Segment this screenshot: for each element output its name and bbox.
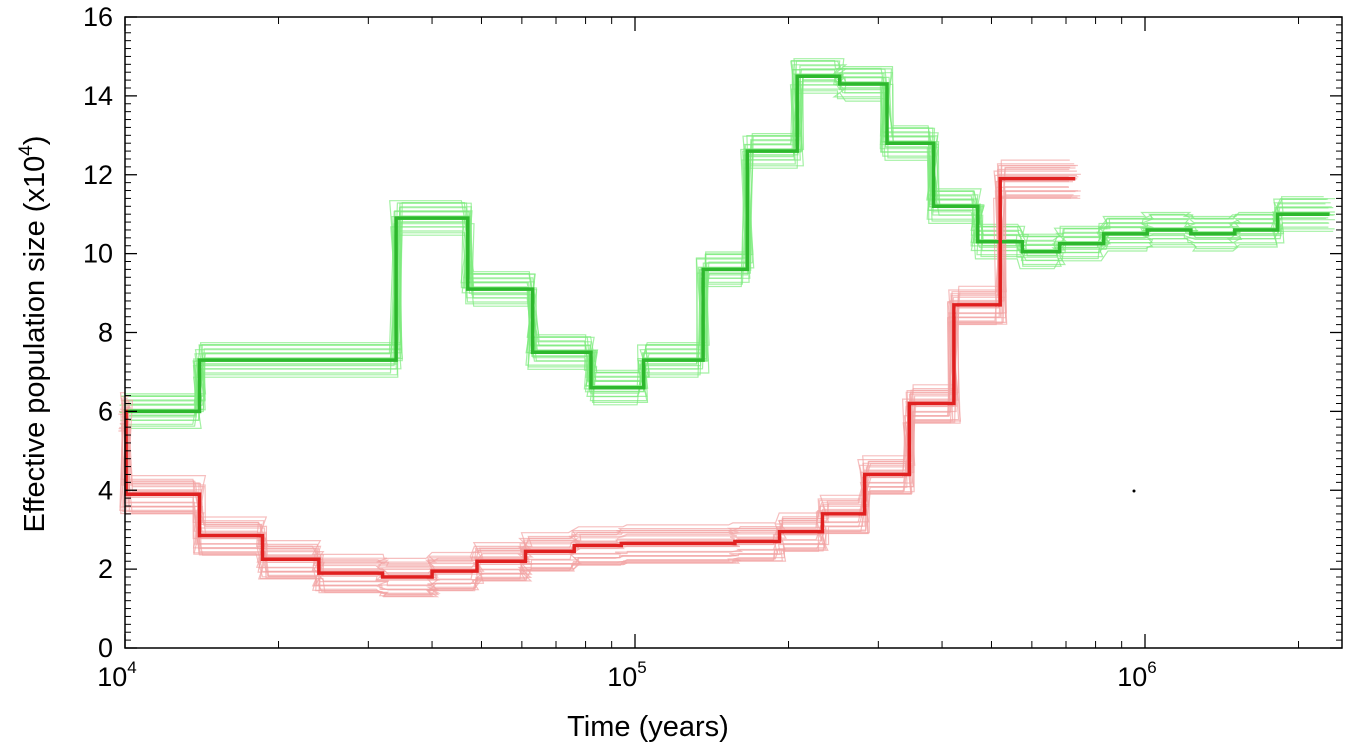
stray-dot xyxy=(1132,489,1136,493)
confidence-bands xyxy=(118,58,1336,598)
bootstrap-band-1 xyxy=(118,159,1081,598)
bootstrap-band-0 xyxy=(119,58,1336,429)
bootstrap-line xyxy=(120,88,1329,425)
bootstrap-line xyxy=(126,64,1331,401)
y-tick-label: 8 xyxy=(98,318,113,348)
bootstrap-line xyxy=(126,59,1336,397)
bootstrap-line xyxy=(121,90,1335,427)
y-tick-label: 2 xyxy=(98,554,113,584)
x-tick-label: 104 xyxy=(97,658,137,692)
y-tick-label: 16 xyxy=(83,2,113,32)
bootstrap-line xyxy=(128,68,1334,406)
series-line-0 xyxy=(125,74,1330,414)
series-line-1 xyxy=(124,176,1076,579)
x-tick-label: 105 xyxy=(607,658,647,692)
x-axis-title: Time (years) xyxy=(567,711,729,743)
y-tick-label: 6 xyxy=(98,396,113,426)
axes xyxy=(124,16,1343,649)
y-axis-title: Effective population size (x104) xyxy=(16,136,51,533)
bootstrap-line xyxy=(123,167,1076,567)
bootstrap-line xyxy=(121,81,1335,418)
y-axis-title-prefix: Effective population size (x10 xyxy=(19,156,51,533)
tick-labels: 0 2 4 6 8 10 12 14 16 104 105 106 xyxy=(83,2,1157,692)
bootstrap-line xyxy=(120,84,1330,421)
y-axis-title-suffix: ) xyxy=(19,136,51,146)
bootstrap-line xyxy=(122,65,1326,402)
bootstrap-line xyxy=(119,69,1329,406)
bootstrap-line xyxy=(128,79,1327,417)
y-axis-title-exponent: 4 xyxy=(16,145,37,156)
bootstrap-line xyxy=(120,196,1078,597)
bootstrap-line xyxy=(124,58,1324,395)
y-tick-label: 10 xyxy=(83,239,113,269)
bootstrap-line xyxy=(125,68,1332,405)
bootstrap-line xyxy=(122,92,1334,429)
y-tick-label: 14 xyxy=(83,81,113,111)
series-lines xyxy=(124,74,1330,579)
y-tick-label: 12 xyxy=(83,160,113,190)
x-tick-label: 106 xyxy=(1117,658,1157,692)
y-tick-label: 0 xyxy=(98,633,113,663)
bootstrap-line xyxy=(120,76,1328,414)
bootstrap-line xyxy=(118,197,1081,598)
bootstrap-line xyxy=(125,165,1076,565)
y-tick-label: 4 xyxy=(98,475,113,505)
